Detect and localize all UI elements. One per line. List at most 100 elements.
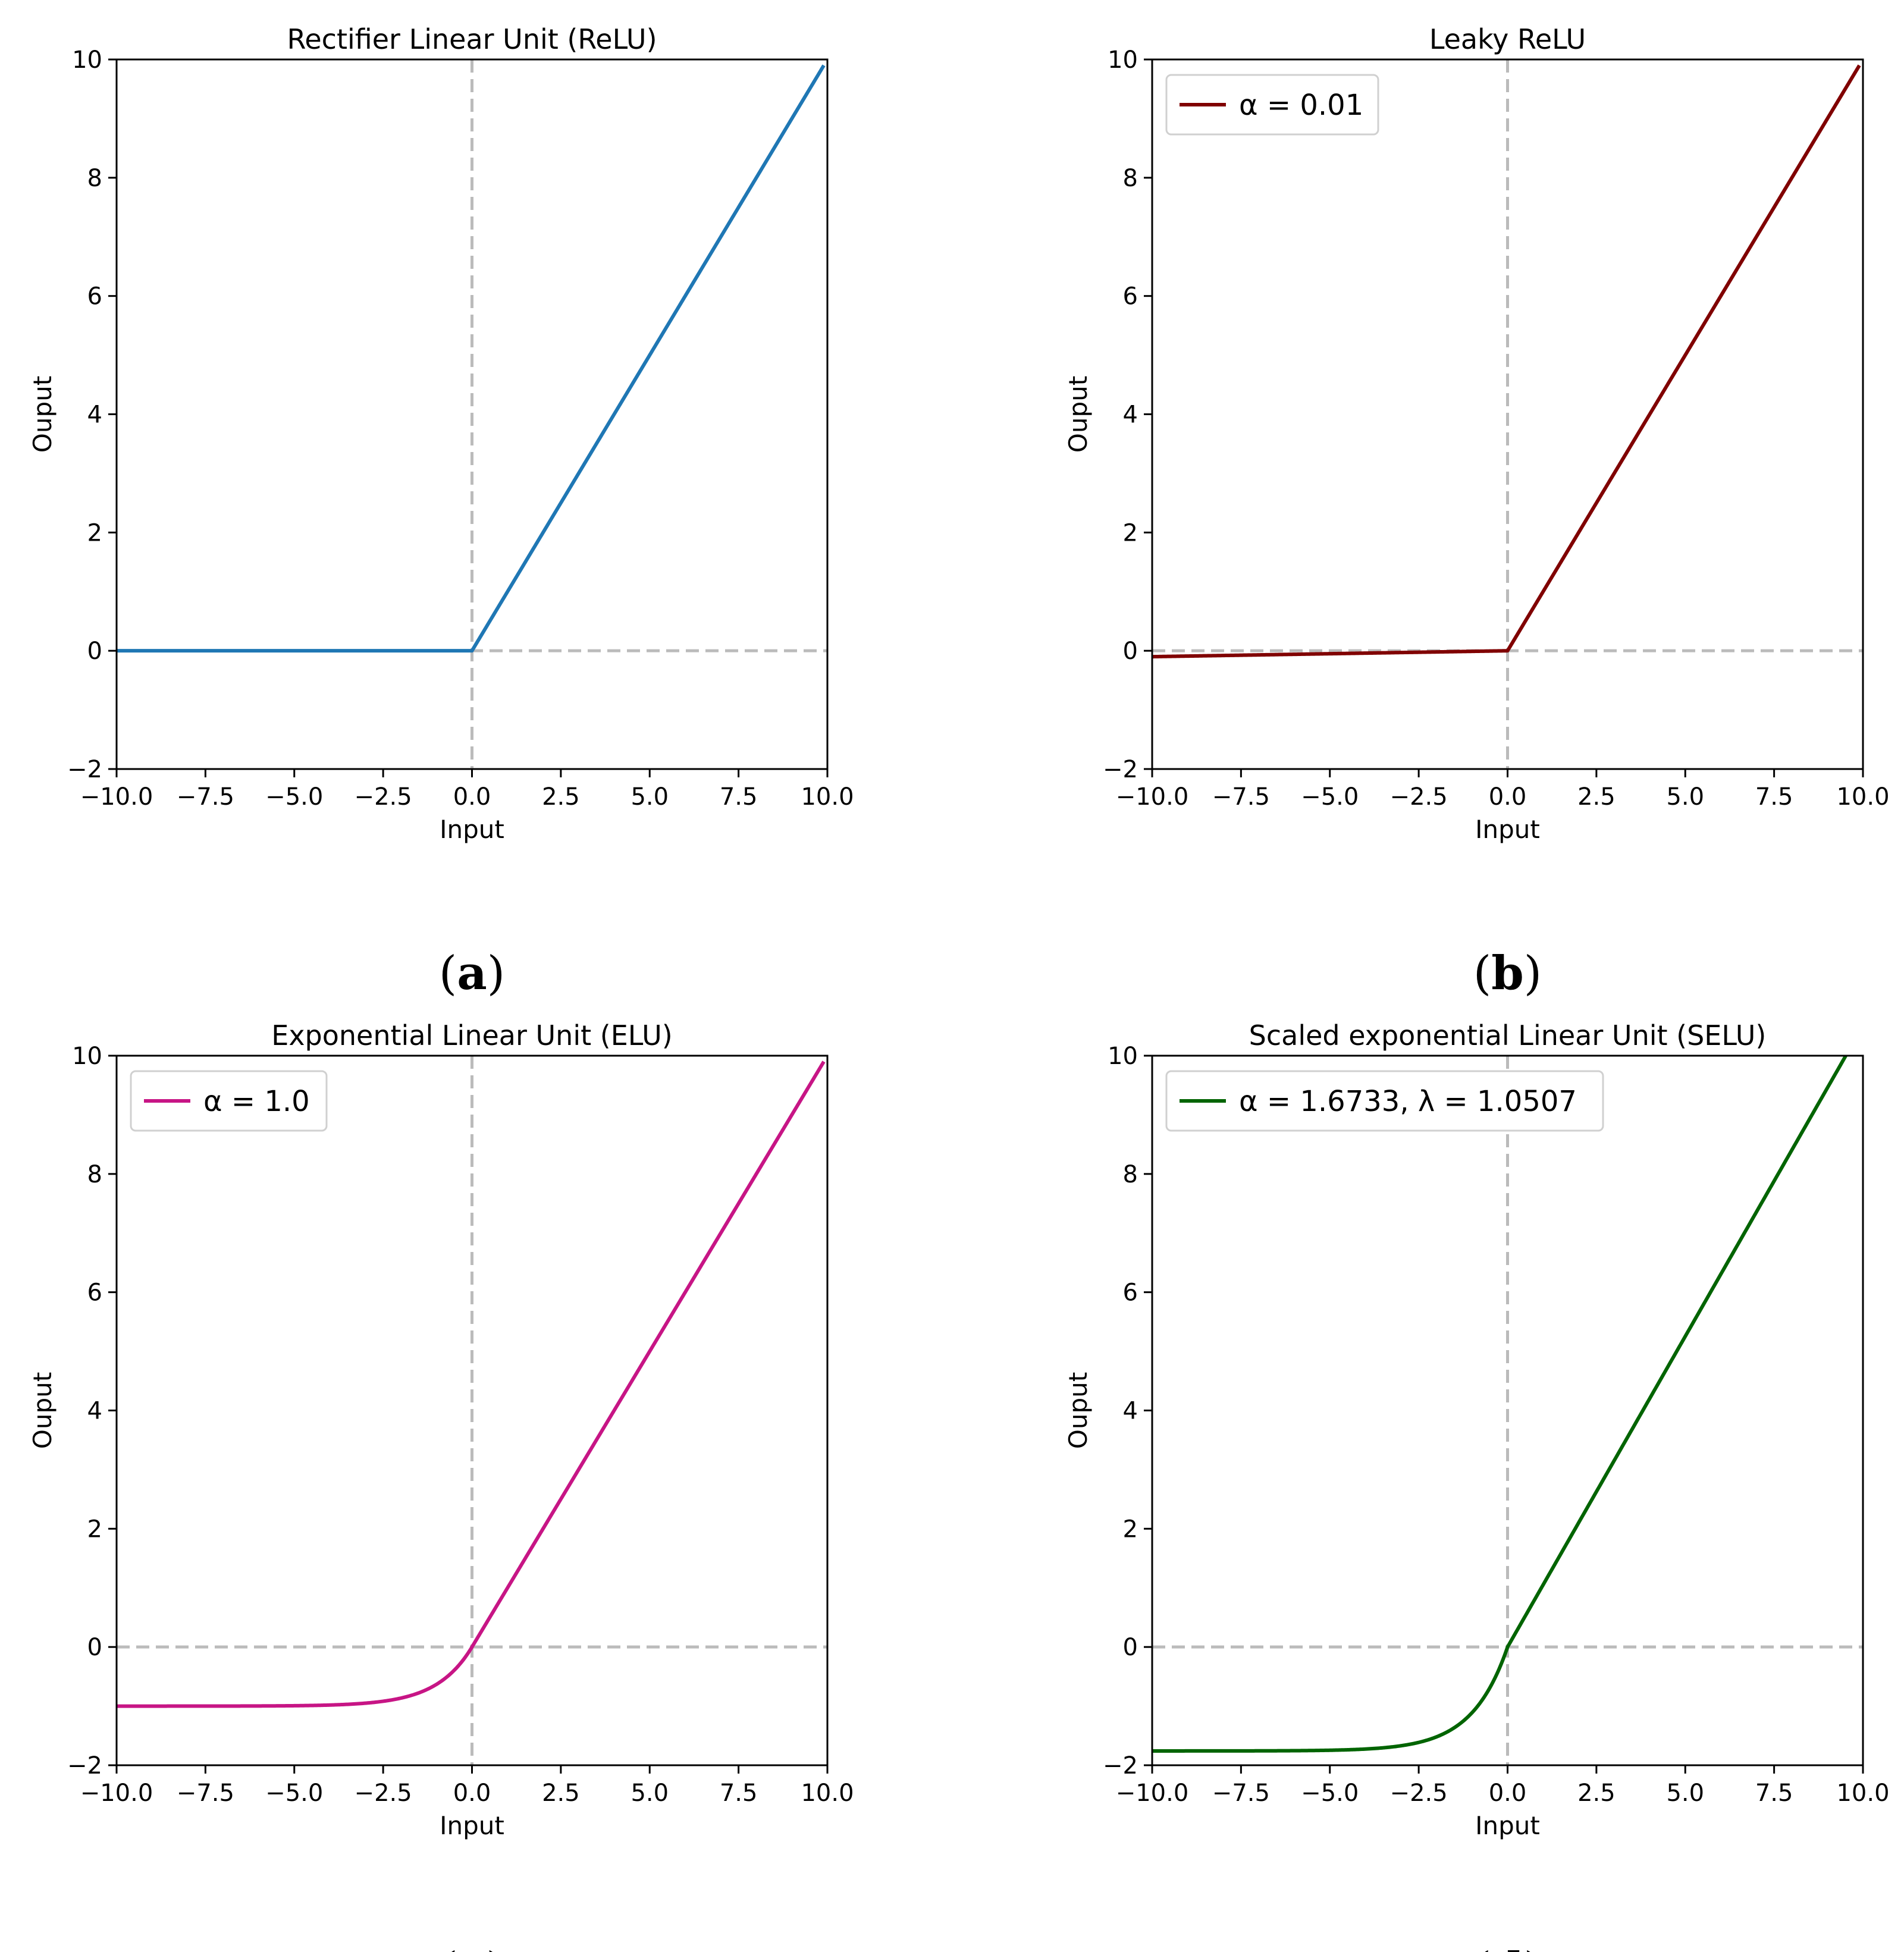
y-tick-label: 6 (1123, 1279, 1138, 1307)
caption-close-paren: ) (487, 947, 505, 1000)
x-tick-label: 2.5 (1577, 783, 1616, 811)
chart-title: Scaled exponential Linear Unit (SELU) (1249, 1019, 1767, 1052)
panel-caption: (a) (439, 946, 505, 1000)
x-tick-label: −10.0 (1116, 783, 1189, 811)
chart-title: Exponential Linear Unit (ELU) (271, 1019, 672, 1052)
caption-open-paren: ( (440, 1943, 457, 1952)
x-tick-label: −2.5 (355, 783, 412, 811)
legend-box (1165, 74, 1379, 136)
legend-box (1165, 1070, 1604, 1132)
caption-open-paren: ( (439, 947, 457, 1000)
y-tick-label: 4 (87, 401, 102, 429)
x-tick-label: 5.0 (631, 783, 669, 811)
chart-panel-elu: Exponential Linear Unit (ELU) −10.0 −7.5 −5… (28, 1019, 854, 1952)
x-tick-label: −7.5 (177, 1780, 234, 1807)
x-tick-label: −10.0 (80, 783, 153, 811)
x-axis-label: Input (440, 1811, 504, 1840)
caption-close-paren: ) (1524, 1943, 1542, 1952)
series-line (1152, 64, 1861, 659)
caption-letter: d (1491, 1942, 1524, 1952)
y-axis-label: Ouput (1064, 1372, 1093, 1449)
x-tick-label: 0.0 (453, 1780, 491, 1807)
chart-title: Rectifier Linear Unit (ReLU) (287, 23, 657, 55)
y-tick-label: 8 (87, 1161, 102, 1188)
x-tick-label: 7.5 (720, 1780, 758, 1807)
panel-caption: (d) (1473, 1942, 1542, 1952)
legend-box (130, 1070, 328, 1132)
y-tick-label: 10 (1108, 1043, 1138, 1070)
x-tick-label: 10.0 (1836, 783, 1889, 811)
series-line (117, 64, 826, 653)
caption-close-paren: ) (1524, 947, 1542, 1000)
y-tick-label: 10 (72, 1043, 102, 1070)
y-tick-label: 4 (1123, 401, 1138, 429)
y-tick-label: 2 (1123, 1515, 1138, 1543)
series-line (1152, 1056, 1848, 1753)
caption-letter: b (1491, 946, 1524, 1000)
x-tick-label: −5.0 (1301, 783, 1359, 811)
x-tick-label: −10.0 (80, 1780, 153, 1807)
y-tick-label: 8 (1123, 1161, 1138, 1188)
y-tick-label: 6 (1123, 283, 1138, 310)
y-tick-label: −2 (1103, 756, 1138, 783)
x-tick-label: 0.0 (1489, 1780, 1527, 1807)
y-tick-label: 0 (1123, 638, 1138, 665)
y-tick-label: 0 (1123, 1634, 1138, 1661)
x-tick-label: −7.5 (1212, 1780, 1270, 1807)
x-tick-label: −2.5 (355, 1780, 412, 1807)
x-tick-label: 10.0 (801, 1780, 854, 1807)
x-tick-label: −7.5 (177, 783, 234, 811)
x-tick-label: 10.0 (1836, 1780, 1889, 1807)
y-tick-label: 2 (87, 519, 102, 547)
x-tick-label: −5.0 (265, 783, 323, 811)
legend-label: α = 0.01 (1239, 89, 1363, 122)
x-tick-label: 7.5 (1755, 783, 1793, 811)
y-tick-label: 4 (87, 1398, 102, 1425)
caption-close-paren: ) (486, 1943, 504, 1952)
y-tick-label: 8 (87, 165, 102, 192)
x-tick-label: −10.0 (1116, 1780, 1189, 1807)
caption-open-paren: ( (1473, 947, 1491, 1000)
y-axis-label: Ouput (28, 1372, 57, 1449)
y-tick-label: 6 (87, 283, 102, 310)
x-tick-label: 0.0 (453, 783, 491, 811)
y-tick-label: 2 (1123, 519, 1138, 547)
y-tick-label: 6 (87, 1279, 102, 1307)
panel-caption: (b) (1473, 946, 1542, 1000)
chart-title: Leaky ReLU (1429, 23, 1586, 55)
x-tick-label: −7.5 (1212, 783, 1270, 811)
y-axis-label: Ouput (28, 376, 57, 453)
x-tick-label: 5.0 (631, 1780, 669, 1807)
x-tick-label: 2.5 (542, 783, 580, 811)
y-tick-label: 2 (87, 1515, 102, 1543)
x-tick-label: −5.0 (265, 1780, 323, 1807)
y-tick-label: 4 (1123, 1398, 1138, 1425)
legend-label: α = 1.0 (203, 1085, 310, 1118)
chart-panel-leaky-relu: Leaky ReLU −10.0 −7.5 −5.0 −2.5 0.0 2.5 5.0 7.5 1… (1064, 23, 1890, 1000)
caption-letter: c (458, 1942, 487, 1952)
series-line (117, 1060, 826, 1708)
legend-label: α = 1.6733, λ = 1.0507 (1239, 1085, 1577, 1118)
chart-panel-relu: Rectifier Linear Unit (ReLU) −10.0 −7.5 −5.… (28, 23, 854, 1000)
y-axis-label: Ouput (1064, 376, 1093, 453)
panel-caption: (c) (440, 1942, 504, 1952)
y-tick-label: 8 (1123, 165, 1138, 192)
x-tick-label: −2.5 (1390, 783, 1448, 811)
y-tick-label: 10 (72, 46, 102, 74)
caption-letter: a (457, 946, 487, 1000)
x-tick-label: 5.0 (1666, 1780, 1704, 1807)
x-tick-label: 10.0 (801, 783, 854, 811)
x-tick-label: 0.0 (1489, 783, 1527, 811)
y-tick-label: 10 (1108, 46, 1138, 74)
x-tick-label: −2.5 (1390, 1780, 1448, 1807)
y-tick-label: −2 (1103, 1752, 1138, 1780)
x-tick-label: 5.0 (1666, 783, 1704, 811)
caption-open-paren: ( (1473, 1943, 1491, 1952)
x-tick-label: −5.0 (1301, 1780, 1359, 1807)
x-axis-label: Input (440, 815, 504, 844)
x-tick-label: 7.5 (1755, 1780, 1793, 1807)
x-axis-label: Input (1475, 1811, 1540, 1840)
chart-panel-selu: Scaled exponential Linear Unit (SELU) −10… (1064, 1019, 1890, 1952)
x-tick-label: 7.5 (720, 783, 758, 811)
